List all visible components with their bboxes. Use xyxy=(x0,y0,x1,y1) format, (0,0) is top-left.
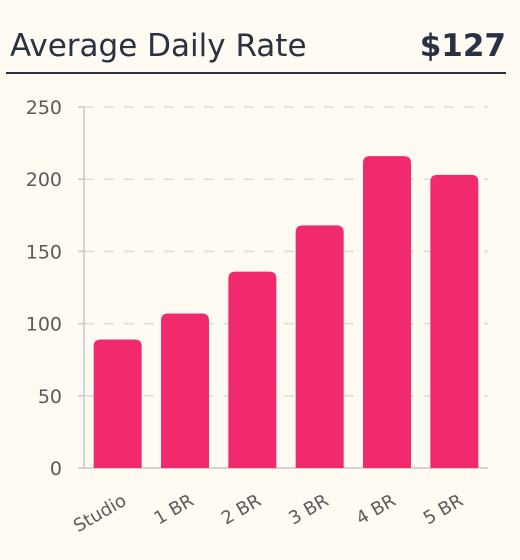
y-tick-label: 250 xyxy=(26,97,62,119)
average-rate-value: $127 xyxy=(419,28,506,64)
y-tick-label: 150 xyxy=(26,241,62,263)
bar-4-br xyxy=(363,156,411,468)
y-tick-label: 100 xyxy=(26,314,62,336)
x-tick-label: 5 BR xyxy=(420,490,467,529)
bar-3-br xyxy=(295,225,344,468)
x-tick-label: Studio xyxy=(70,490,130,537)
x-tick-label: 3 BR xyxy=(285,490,332,529)
x-tick-label: 4 BR xyxy=(353,490,400,529)
bar-studio xyxy=(93,339,142,468)
bar-5-br xyxy=(430,174,479,469)
y-tick-label: 0 xyxy=(50,458,62,480)
bar-2-br xyxy=(228,271,277,468)
bar-1-br xyxy=(161,313,209,468)
x-tick-label: 1 BR xyxy=(151,490,198,529)
y-tick-label: 50 xyxy=(38,386,62,408)
x-tick-label: 2 BR xyxy=(218,490,265,529)
chart-title: Average Daily Rate xyxy=(10,28,307,64)
y-tick-label: 200 xyxy=(26,169,62,191)
chart-header: Average Daily Rate $127 xyxy=(6,14,506,74)
